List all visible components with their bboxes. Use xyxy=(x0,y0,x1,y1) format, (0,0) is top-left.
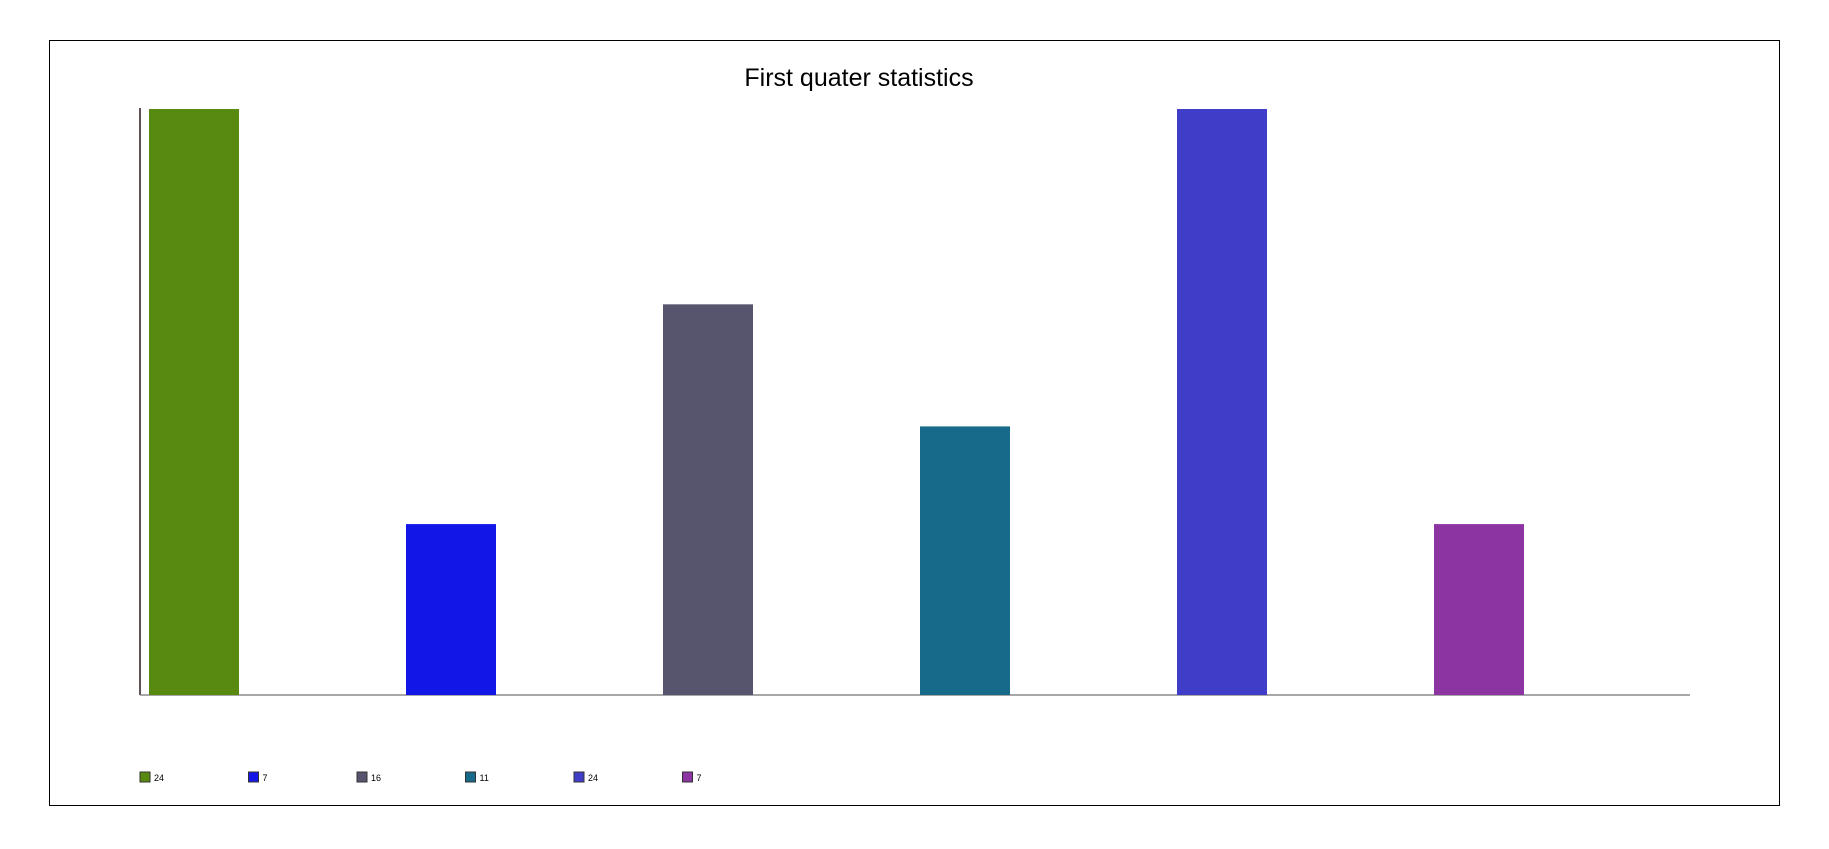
bars-group xyxy=(149,109,1524,695)
legend-label-3: 16 xyxy=(371,773,381,783)
legend-label-4: 11 xyxy=(480,773,489,783)
legend-label-6: 7 xyxy=(697,773,702,783)
bar-6 xyxy=(1434,524,1524,695)
bar-1 xyxy=(149,109,239,695)
bar-2 xyxy=(406,524,496,695)
legend-label-2: 7 xyxy=(263,773,268,783)
bar-5 xyxy=(1177,109,1267,695)
legend-swatch-5 xyxy=(573,771,585,783)
bar-4 xyxy=(920,426,1010,695)
bar-3 xyxy=(663,304,753,695)
legend-label-5: 24 xyxy=(588,773,598,783)
legend-swatch-6 xyxy=(682,771,693,783)
legend-swatch-1 xyxy=(139,771,151,783)
legend-label-1: 24 xyxy=(154,773,164,783)
legend: 24 7 16 11 24 7 xyxy=(139,771,702,783)
legend-swatch-4 xyxy=(465,771,476,783)
chart-title: First quater statistics xyxy=(744,64,973,92)
legend-swatch-3 xyxy=(356,771,368,783)
legend-swatch-2 xyxy=(248,771,259,783)
